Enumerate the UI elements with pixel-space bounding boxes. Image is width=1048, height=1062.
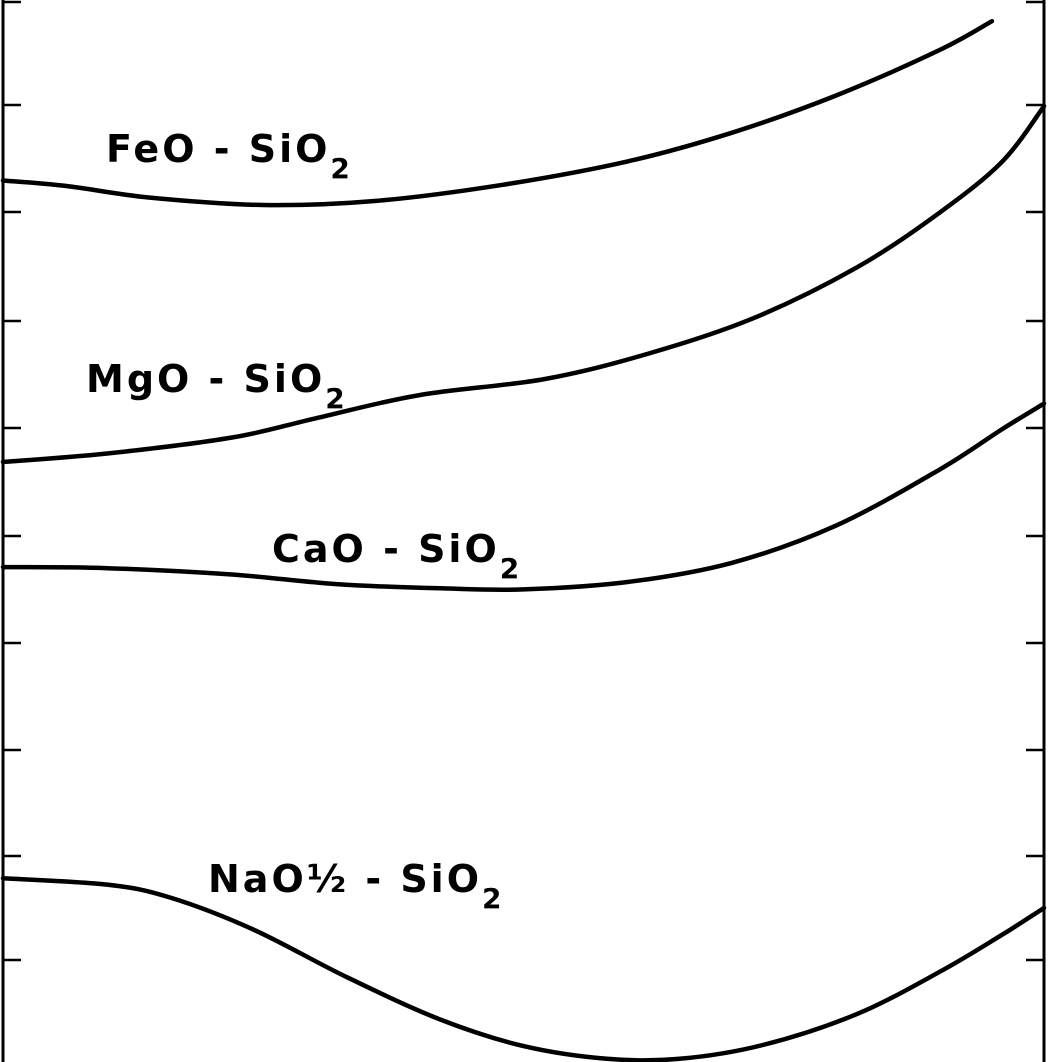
chart-series (0, 18, 1047, 1062)
series-label-mgo-sio2: MgO - SiO2 (86, 357, 348, 415)
series-line-cao-sio2 (0, 401, 1047, 593)
series-line-feo-sio2 (0, 18, 995, 208)
series-line-nao-half-sio2 (0, 876, 1047, 1062)
series-label-feo-sio2: FeO - SiO2 (106, 127, 353, 185)
series-label-nao-half-sio2: NaO½ - SiO2 (208, 857, 505, 915)
series-labels: FeO - SiO2 MgO - SiO2 CaO - SiO2 NaO½ - SiO… (86, 127, 522, 915)
series-line-mgo-sio2 (0, 103, 1047, 465)
series-label-cao-sio2: CaO - SiO2 (272, 527, 522, 585)
